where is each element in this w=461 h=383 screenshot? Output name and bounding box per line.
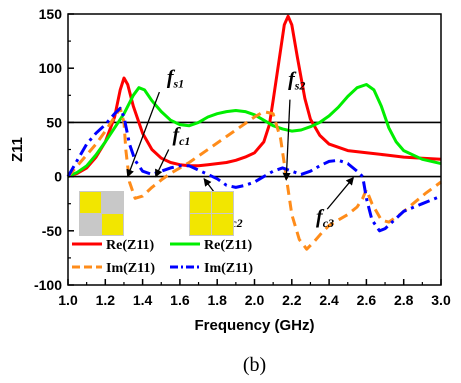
y-tick-label: 0 bbox=[54, 169, 62, 185]
legend-label-1: Re(Z11) bbox=[204, 238, 253, 253]
x-tick-label: 1.4 bbox=[133, 292, 153, 308]
x-tick-label: 1.8 bbox=[207, 292, 227, 308]
annotation-label-fs2: fs2 bbox=[288, 69, 305, 93]
x-axis-label: Frequency (GHz) bbox=[194, 317, 314, 334]
series-group bbox=[66, 14, 442, 251]
series-line-0 bbox=[67, 14, 442, 179]
y-tick-label: 150 bbox=[39, 6, 63, 22]
series-line-3 bbox=[66, 106, 442, 233]
legend: Re(Z11) Re(Z11) Im(Z11) Im(Z11) bbox=[72, 238, 253, 276]
annotation-arrow bbox=[326, 176, 354, 210]
annotation-arrow bbox=[126, 91, 160, 178]
legend-label-0: Re(Z11) bbox=[106, 238, 155, 253]
annotation-label-fc1: fc1 bbox=[172, 124, 190, 148]
x-tick-label: 1.2 bbox=[96, 292, 116, 308]
x-tick-label: 1.0 bbox=[58, 292, 78, 308]
y-tick-label: -100 bbox=[34, 277, 62, 293]
annotation-arrow bbox=[155, 149, 170, 178]
series-line-2 bbox=[66, 106, 442, 251]
legend-label-2: Im(Z11) bbox=[106, 261, 155, 276]
y-tick-label: -50 bbox=[42, 223, 62, 239]
y-tick-label: 50 bbox=[46, 114, 62, 130]
x-tick-label: 2.0 bbox=[245, 292, 265, 308]
legend-label-3: Im(Z11) bbox=[204, 261, 253, 276]
annotation-arrow bbox=[282, 99, 291, 181]
axis-ticks: 1.0 1.2 1.4 1.6 1.8 2.0 2.2 2.4 2.6 2.8 3.0 -100 -50… bbox=[34, 6, 451, 308]
x-tick-label: 2.4 bbox=[319, 292, 339, 308]
annotation-label-fc3: fc3 bbox=[316, 206, 334, 230]
unit-cell-inset-1 bbox=[79, 191, 124, 236]
x-tick-label: 2.2 bbox=[282, 292, 302, 308]
y-axis-label: Z11 bbox=[9, 137, 26, 162]
unit-cell-inset-2 bbox=[189, 191, 234, 236]
x-tick-label: 2.6 bbox=[357, 292, 377, 308]
x-tick-label: 3.0 bbox=[431, 292, 451, 308]
x-tick-label: 2.8 bbox=[394, 292, 414, 308]
series-line-1 bbox=[67, 83, 442, 178]
x-tick-label: 1.6 bbox=[170, 292, 190, 308]
y-tick-label: 100 bbox=[39, 60, 63, 76]
figure-caption: (b) bbox=[243, 354, 266, 376]
annotation-label-fs1: fs1 bbox=[167, 66, 184, 90]
